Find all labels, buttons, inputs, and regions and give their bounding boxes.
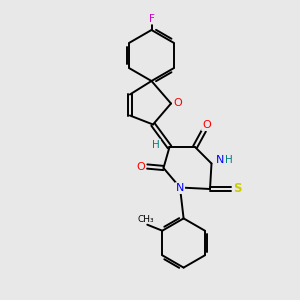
Text: S: S <box>233 182 242 196</box>
Text: CH₃: CH₃ <box>137 215 154 224</box>
Text: H: H <box>225 155 233 165</box>
Text: O: O <box>173 98 182 109</box>
Text: N: N <box>176 183 184 193</box>
Text: F: F <box>148 14 154 24</box>
Text: O: O <box>136 161 146 172</box>
Text: N: N <box>216 155 224 165</box>
Text: H: H <box>152 140 160 150</box>
Text: O: O <box>202 120 211 130</box>
